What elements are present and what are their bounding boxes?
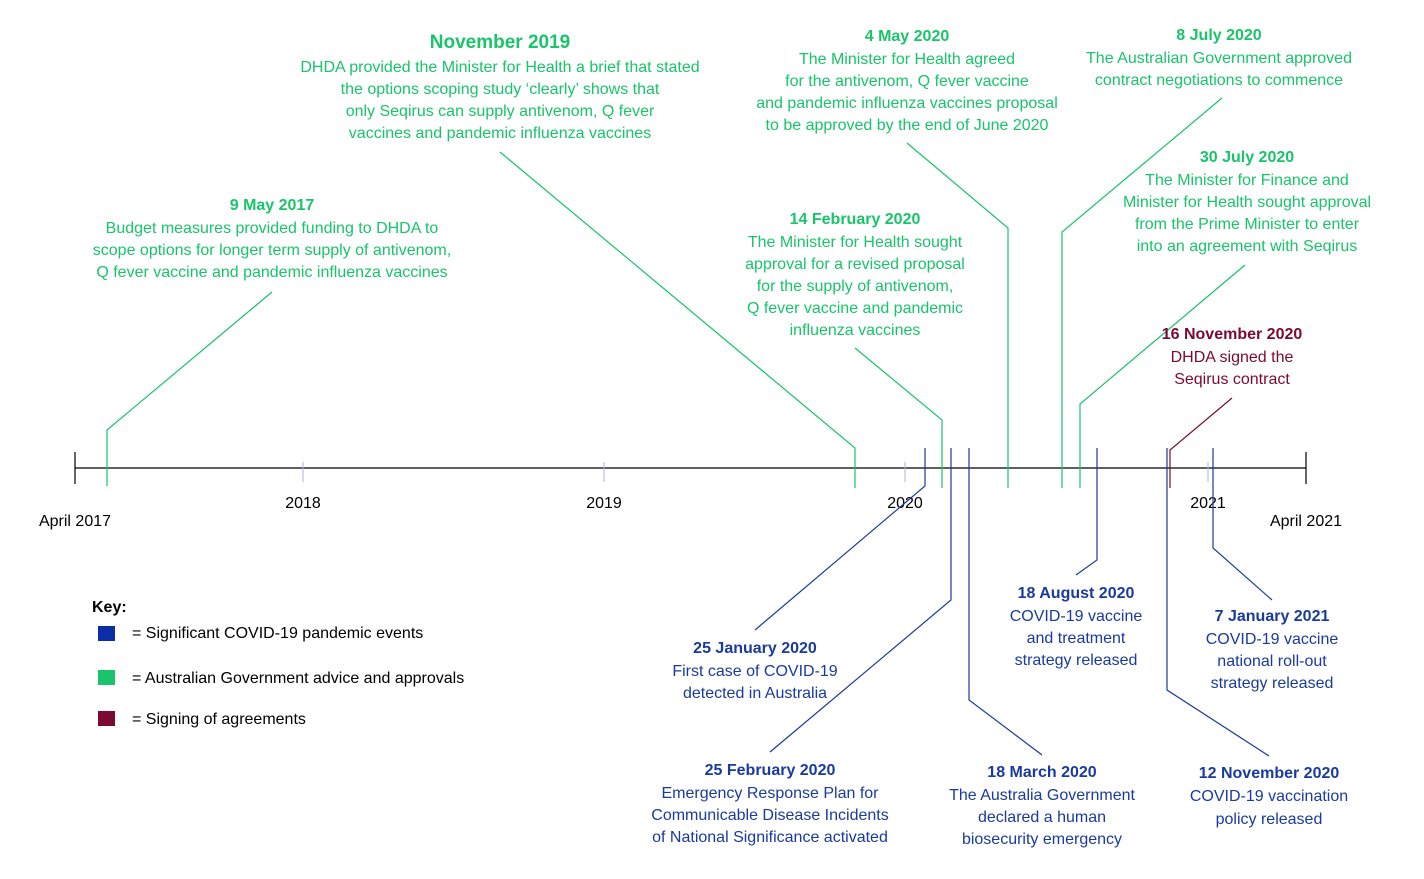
- event-text: Q fever vaccine and pandemic: [747, 300, 963, 317]
- leader-line: [1169, 397, 1233, 488]
- event-text: DHDA signed the: [1171, 349, 1294, 366]
- event-text: from the Prime Minister to enter: [1135, 216, 1360, 233]
- event-text: and pandemic influenza vaccines proposal: [756, 95, 1058, 112]
- axis-end-label: April 2021: [1270, 513, 1342, 530]
- event-date: 30 July 2020: [1200, 149, 1294, 166]
- leader-line: [769, 448, 952, 753]
- event-date: 7 January 2021: [1215, 608, 1330, 625]
- leader-line: [754, 448, 926, 631]
- key-label: = Australian Government advice and appro…: [132, 670, 464, 687]
- key-swatch: [98, 670, 115, 685]
- year-label: 2018: [285, 495, 321, 512]
- event-text: strategy released: [1211, 675, 1334, 692]
- event-text: Emergency Response Plan for: [662, 785, 880, 802]
- leader-line: [1061, 97, 1223, 488]
- event-text: Communicable Disease Incidents: [651, 807, 888, 824]
- event-text: into an agreement with Seqirus: [1137, 238, 1358, 255]
- event-text: COVID-19 vaccine: [1206, 631, 1339, 648]
- event-date: 8 July 2020: [1176, 27, 1262, 44]
- key-swatch: [98, 711, 115, 726]
- leader-line: [499, 151, 856, 488]
- event-text: COVID-19 vaccine: [1010, 608, 1143, 625]
- event-date: 14 February 2020: [790, 211, 921, 228]
- event-text: contract negotiations to commence: [1095, 72, 1343, 89]
- event-text: strategy released: [1015, 652, 1138, 669]
- leader-line: [1079, 264, 1246, 488]
- leader-line: [854, 347, 943, 488]
- event-text: The Minister for Health sought: [748, 234, 963, 251]
- event-text: detected in Australia: [683, 685, 827, 702]
- event-date: 25 January 2020: [693, 640, 817, 657]
- key-title: Key:: [92, 599, 127, 616]
- event-text: approval for a revised proposal: [745, 256, 965, 273]
- event-text: policy released: [1216, 811, 1323, 828]
- event-text: DHDA provided the Minister for Health a …: [300, 59, 699, 76]
- event-date: 18 March 2020: [987, 764, 1097, 781]
- event-date: 25 February 2020: [705, 762, 836, 779]
- event-date: 4 May 2020: [865, 28, 950, 45]
- event-text: Budget measures provided funding to DHDA…: [106, 220, 439, 237]
- event-text: the options scoping study ‘clearly’ show…: [341, 81, 660, 98]
- leader-line: [106, 291, 273, 486]
- event-text: only Seqirus can supply antivenom, Q fev…: [346, 103, 655, 120]
- leader-line: [1166, 448, 1270, 757]
- event-date: 12 November 2020: [1199, 765, 1340, 782]
- event-text: biosecurity emergency: [962, 831, 1122, 848]
- event-text: Q fever vaccine and pandemic influenza v…: [96, 264, 447, 281]
- key-swatch: [98, 626, 115, 641]
- event-text: The Minister for Health agreed: [799, 51, 1015, 68]
- year-label: 2020: [887, 495, 923, 512]
- event-text: COVID-19 vaccination: [1190, 788, 1348, 805]
- event-text: Seqirus contract: [1174, 371, 1290, 388]
- leader-line: [906, 142, 1009, 488]
- key-label: = Significant COVID-19 pandemic events: [132, 625, 423, 642]
- leader-line: [1075, 448, 1098, 576]
- event-text: declared a human: [978, 809, 1106, 826]
- year-label: 2021: [1190, 495, 1226, 512]
- event-text: to be approved by the end of June 2020: [766, 117, 1049, 134]
- event-text: national roll-out: [1217, 653, 1327, 670]
- key-label: = Signing of agreements: [132, 711, 306, 728]
- event-text: of National Significance activated: [652, 829, 888, 846]
- event-text: vaccines and pandemic influenza vaccines: [349, 125, 651, 142]
- event-date: 9 May 2017: [230, 197, 315, 214]
- event-text: and treatment: [1027, 630, 1126, 647]
- leader-line: [1212, 448, 1273, 601]
- event-text: for the supply of antivenom,: [757, 278, 954, 295]
- event-text: scope options for longer term supply of …: [93, 242, 451, 259]
- event-text: The Minister for Finance and: [1145, 172, 1349, 189]
- year-label: 2019: [586, 495, 622, 512]
- event-date: 16 November 2020: [1162, 326, 1303, 343]
- leader-line: [968, 448, 1043, 756]
- event-text: First case of COVID-19: [672, 663, 837, 680]
- event-date: 18 August 2020: [1018, 585, 1135, 602]
- axis-start-label: April 2017: [39, 513, 111, 530]
- event-text: Minister for Health sought approval: [1123, 194, 1371, 211]
- event-text: for the antivenom, Q fever vaccine: [785, 73, 1029, 90]
- event-text: The Australian Government approved: [1086, 50, 1352, 67]
- event-text: influenza vaccines: [790, 322, 921, 339]
- event-text: The Australia Government: [949, 787, 1135, 804]
- event-date: November 2019: [430, 32, 570, 53]
